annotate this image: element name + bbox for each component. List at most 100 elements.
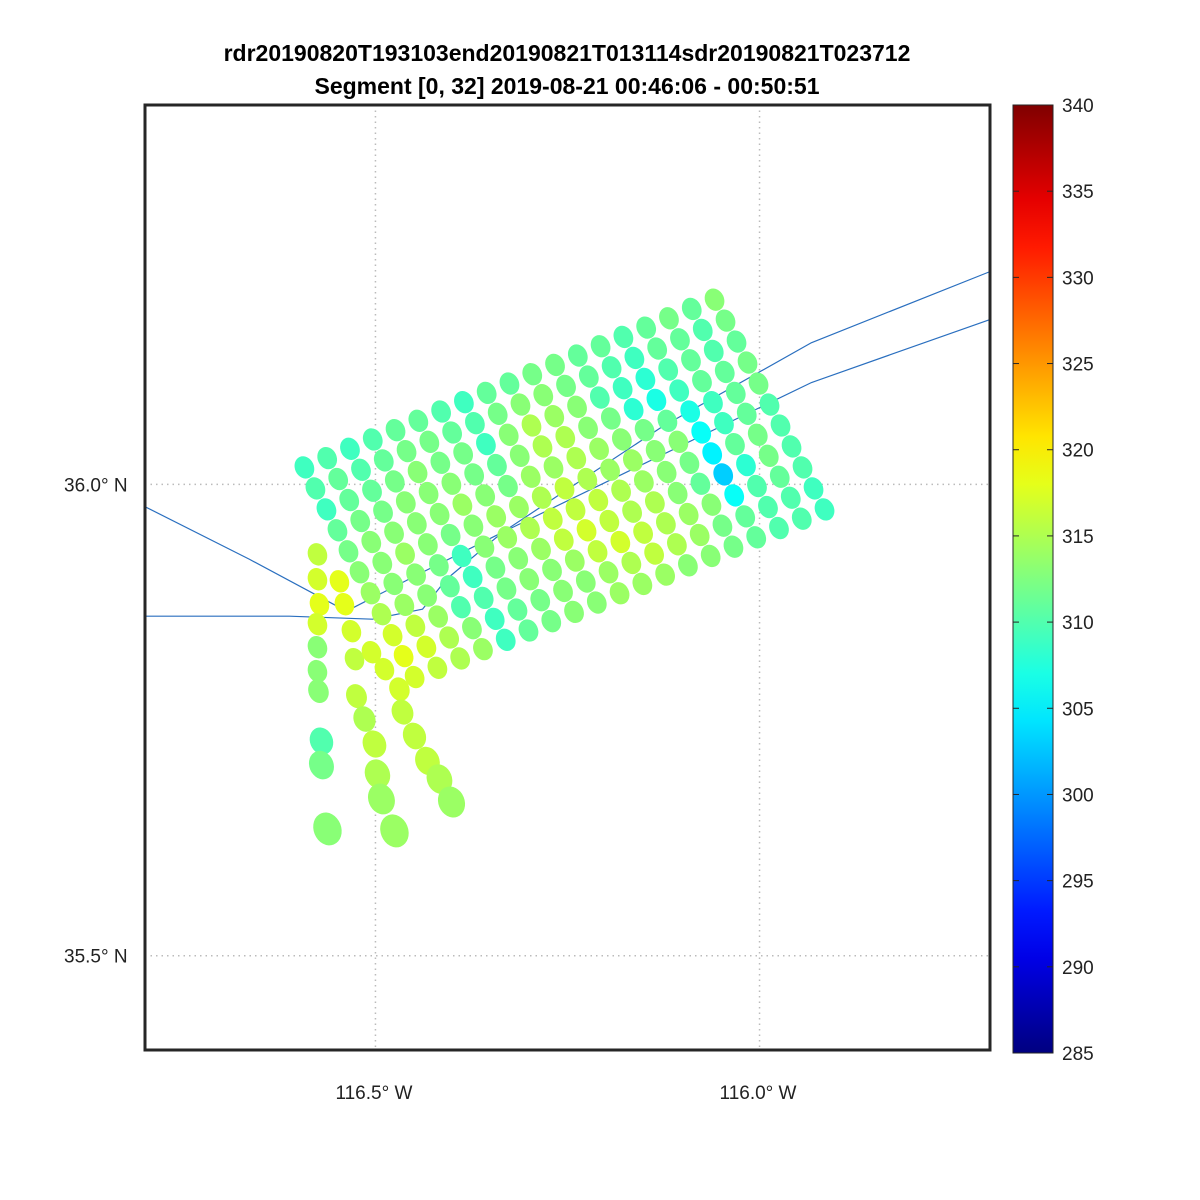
footprint-point bbox=[345, 684, 367, 709]
footprint-point bbox=[307, 543, 328, 566]
colorbar-tick-label: 290 bbox=[1062, 958, 1094, 979]
footprint-point bbox=[714, 360, 735, 384]
footprint-point bbox=[635, 367, 656, 391]
footprint-point bbox=[556, 374, 576, 398]
footprint-point bbox=[349, 561, 370, 584]
footprint-point bbox=[522, 363, 543, 386]
footprint-point bbox=[714, 411, 734, 435]
colorbar-tick-label: 305 bbox=[1062, 699, 1094, 720]
footprint-point bbox=[462, 617, 482, 640]
footprint-point bbox=[384, 470, 405, 493]
footprint-point bbox=[713, 463, 734, 486]
footprint-point bbox=[723, 535, 744, 558]
footprint-point bbox=[564, 549, 585, 572]
footprint-point bbox=[309, 592, 330, 616]
footprint-point bbox=[542, 558, 562, 582]
footprint-point bbox=[747, 474, 767, 498]
footprint-point bbox=[634, 418, 655, 442]
footprint-point bbox=[441, 472, 462, 495]
footprint-point bbox=[657, 409, 678, 432]
footprint-point bbox=[362, 428, 383, 451]
footprint-point bbox=[405, 614, 426, 638]
footprint-point bbox=[564, 600, 584, 624]
footprint-point bbox=[507, 598, 528, 621]
footprint-point bbox=[679, 451, 700, 474]
footprint-point bbox=[327, 519, 348, 542]
footprint-point bbox=[553, 528, 574, 551]
chart-title-line-1: rdr20190820T193103end20190821T013114sdr2… bbox=[224, 40, 911, 66]
footprint-point bbox=[747, 423, 768, 446]
footprint-point bbox=[668, 430, 689, 453]
footprint-point bbox=[463, 514, 484, 537]
footprint-point bbox=[341, 619, 362, 643]
footprint-point bbox=[391, 699, 414, 725]
footprint-point bbox=[350, 509, 371, 533]
footprint-point bbox=[735, 505, 756, 528]
footprint-point bbox=[724, 484, 745, 507]
footprint-point bbox=[374, 657, 395, 681]
footprint-point bbox=[451, 596, 471, 619]
footprint-point bbox=[590, 335, 611, 358]
y-ticks: 36.0° N 35.5° N bbox=[64, 475, 128, 967]
footprint-point bbox=[508, 547, 529, 570]
footprint-point bbox=[644, 542, 665, 565]
footprint-point bbox=[486, 505, 507, 528]
footprint-point bbox=[636, 316, 657, 339]
footprint-point bbox=[589, 386, 610, 409]
footprint-point bbox=[611, 428, 632, 451]
footprint-point bbox=[689, 523, 710, 547]
footprint-point bbox=[499, 372, 520, 395]
footprint-point bbox=[476, 381, 497, 405]
footprint-point bbox=[601, 356, 622, 379]
footprint-point bbox=[759, 393, 780, 416]
footprint-point bbox=[394, 593, 415, 617]
footprint-point bbox=[667, 533, 687, 556]
footprint-point bbox=[578, 365, 599, 388]
footprint-point bbox=[553, 579, 573, 603]
footprint-point bbox=[678, 502, 699, 526]
footprint-point bbox=[450, 647, 471, 670]
footprint-point bbox=[384, 521, 404, 544]
footprint-point bbox=[307, 635, 328, 659]
footprint-point bbox=[428, 554, 449, 577]
footprint-point bbox=[367, 783, 395, 815]
x-ticks: 116.5° W 116.0° W bbox=[335, 1083, 796, 1104]
footprint-point bbox=[544, 404, 565, 428]
footprint-point bbox=[531, 537, 551, 561]
footprint-point bbox=[476, 432, 496, 456]
footprint-point bbox=[599, 509, 620, 533]
footprint-point bbox=[655, 563, 676, 586]
footprint-point bbox=[497, 526, 518, 549]
footprint-point bbox=[656, 460, 677, 484]
footprint-point bbox=[307, 568, 328, 591]
footprint-point bbox=[406, 512, 427, 535]
footprint-point bbox=[703, 339, 724, 363]
footprint-point bbox=[353, 706, 376, 732]
footprint-point bbox=[487, 453, 507, 477]
footprint-point bbox=[485, 556, 506, 579]
footprint-point bbox=[644, 491, 665, 514]
footprint-point bbox=[703, 391, 723, 414]
footprint-point bbox=[361, 530, 382, 554]
footprint-point bbox=[308, 679, 329, 703]
footprint-point bbox=[339, 488, 360, 512]
footprint-point bbox=[645, 439, 666, 463]
footprint-point bbox=[362, 730, 387, 758]
footprint-point bbox=[520, 516, 540, 540]
footprint-point bbox=[555, 425, 576, 449]
footprint-point bbox=[437, 786, 466, 818]
footprint-point bbox=[408, 409, 429, 433]
footprint-point bbox=[509, 495, 529, 519]
footprint-point bbox=[402, 722, 427, 750]
footprint-point bbox=[440, 575, 460, 598]
footprint-point bbox=[611, 479, 631, 502]
footprint-point bbox=[462, 565, 483, 589]
footprint-point bbox=[565, 498, 586, 521]
footprint-point bbox=[736, 402, 757, 426]
y-tick-label: 35.5° N bbox=[64, 947, 128, 968]
footprint-point bbox=[430, 451, 451, 474]
footprint-point bbox=[427, 656, 448, 679]
footprint-point bbox=[737, 351, 758, 374]
footprint-point bbox=[442, 421, 463, 444]
footprint-point bbox=[380, 814, 409, 848]
